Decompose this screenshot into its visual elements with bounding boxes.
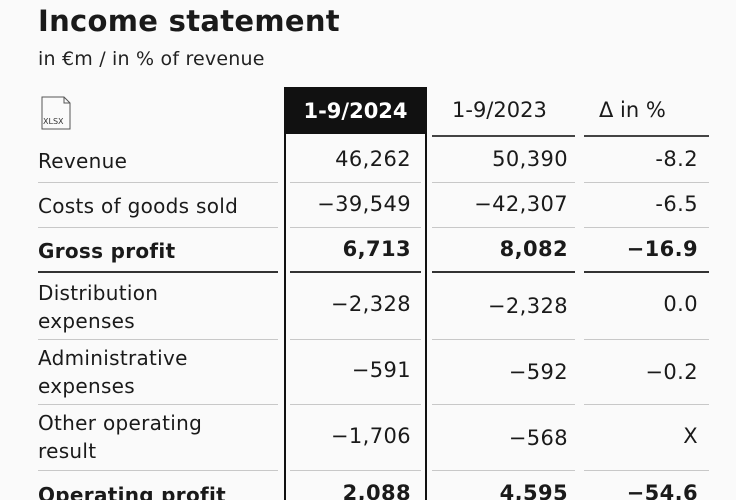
row-rule [290,227,421,228]
cell-cogs-2023: −42,307 [474,192,568,216]
row-label-cogs: Costs of goods sold [38,194,239,218]
row-rule [584,227,709,228]
section-rule [290,271,421,273]
cell-distribution-change: 0.0 [663,292,698,316]
page-subtitle: in €m / in % of revenue [38,48,265,70]
column-header-previous: 1-9/2023 [452,98,547,122]
cell-administrative-2023: −592 [508,360,568,384]
row-rule [38,470,278,471]
row-label-revenue: Revenue [38,149,128,173]
cell-distribution-2024: −2,328 [330,292,411,316]
row-rule [432,227,575,228]
row-rule [38,182,278,183]
row-rule [38,404,278,405]
row-rule [290,182,421,183]
row-label-gross-profit: Gross profit [38,239,176,263]
row-rule [432,470,575,471]
cell-other-operating-change: X [683,424,698,448]
cell-gross-profit-2024: 6,713 [342,237,411,261]
row-rule [38,227,278,228]
row-rule [290,404,421,405]
row-rule [432,339,575,340]
row-rule [290,339,421,340]
section-rule [584,271,709,273]
cell-revenue-2023: 50,390 [492,147,568,171]
row-rule [584,470,709,471]
section-rule [38,271,278,273]
row-rule [432,182,575,183]
cell-gross-profit-2023: 8,082 [499,237,568,261]
row-rule [584,404,709,405]
cell-other-operating-2024: −1,706 [330,424,411,448]
row-label-distribution: Distribution expenses [38,281,159,333]
page-title: Income statement [38,4,340,38]
row-label-administrative: Administrative expenses [38,346,188,398]
cell-operating-profit-change: −54.6 [626,481,698,500]
cell-operating-profit-2024: 2,088 [342,481,411,500]
row-label-other-operating: Other operating result [38,411,203,463]
header-rule-change [584,135,709,137]
cell-cogs-change: -6.5 [655,192,698,216]
row-rule [38,339,278,340]
cell-revenue-2024: 46,262 [335,147,411,171]
row-rule [432,404,575,405]
xlsx-icon-label: XLSX [43,117,64,126]
cell-administrative-change: −0.2 [645,360,698,384]
header-rule-previous [432,135,575,137]
cell-gross-profit-change: −16.9 [626,237,698,261]
column-header-current: 1-9/2024 [284,87,427,134]
cell-cogs-2024: −39,549 [317,192,411,216]
cell-distribution-2023: −2,328 [487,294,568,318]
row-label-operating-profit: Operating profit [38,483,227,500]
row-rule [584,339,709,340]
xlsx-download-icon[interactable]: XLSX [40,96,78,130]
row-rule [584,182,709,183]
cell-operating-profit-2023: 4,595 [499,481,568,500]
cell-administrative-2024: −591 [351,358,411,382]
cell-revenue-change: -8.2 [655,147,698,171]
cell-other-operating-2023: −568 [508,426,568,450]
section-rule [432,271,575,273]
row-rule [290,470,421,471]
column-header-change: Δ in % [599,98,666,122]
